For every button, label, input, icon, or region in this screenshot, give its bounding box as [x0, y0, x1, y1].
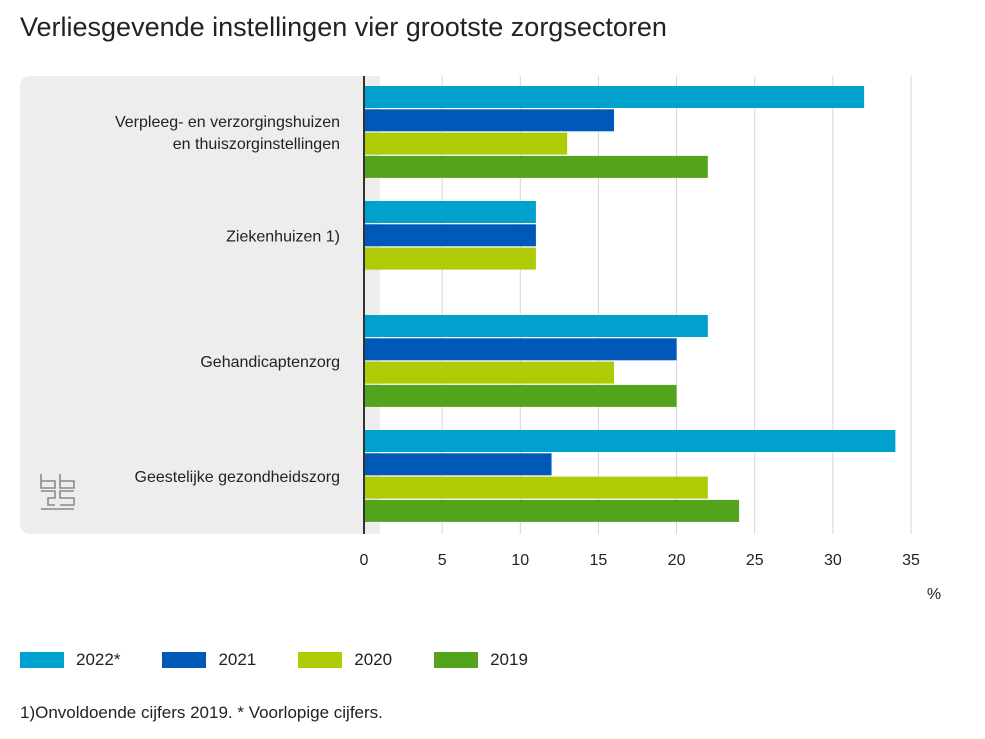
bar — [364, 315, 708, 337]
x-tick-label: 15 — [590, 552, 608, 569]
category-label-line: Verpleeg- en verzorgingshuizen — [115, 114, 340, 131]
gridlines — [441, 76, 912, 534]
x-tick-label: 0 — [360, 552, 369, 569]
bar — [364, 86, 865, 108]
bar — [364, 453, 552, 476]
bar — [364, 155, 708, 178]
category-panel-edge — [364, 76, 380, 534]
x-tick-label: 25 — [746, 552, 764, 569]
x-tick-label: 30 — [824, 552, 842, 569]
category-label: Gehandicaptenzorg — [200, 354, 340, 371]
x-tick-label: 10 — [511, 552, 529, 569]
legend-label: 2022* — [76, 650, 121, 669]
x-tick-label: 35 — [902, 552, 920, 569]
footnote: 1)Onvoldoende cijfers 2019. * Voorlopige… — [20, 703, 383, 722]
category-label-line: Geestelijke gezondheidszorg — [135, 469, 340, 486]
legend-swatch — [162, 652, 207, 668]
bar — [364, 499, 740, 522]
bar — [364, 384, 677, 407]
category-label: Ziekenhuizen 1) — [226, 228, 340, 245]
x-tick-label: 20 — [668, 552, 686, 569]
bar — [364, 201, 536, 223]
legend-swatch — [20, 652, 64, 668]
legend-label: 2021 — [218, 650, 257, 669]
legend-item: 2021 — [162, 650, 256, 670]
category-labels: Verpleeg- en verzorgingshuizen en thuiszo… — [115, 114, 340, 486]
legend-swatch — [434, 652, 479, 668]
category-panel — [20, 76, 380, 534]
chart-title: Verliesgevende instellingen vier grootst… — [20, 12, 667, 42]
bar — [364, 132, 568, 155]
category-label: Geestelijke gezondheidszorg — [135, 469, 340, 486]
bar — [364, 361, 615, 384]
category-label-line: Ziekenhuizen 1) — [226, 228, 340, 245]
legend-swatch — [298, 652, 343, 668]
bar — [364, 224, 536, 247]
legend-item: 2020 — [298, 650, 392, 670]
x-axis-unit-label: % — [927, 586, 941, 603]
legend-label: 2019 — [490, 650, 528, 669]
bar — [364, 247, 536, 270]
x-tick-label: 5 — [438, 552, 447, 569]
legend: 2022* 2021 2020 2019 — [20, 650, 570, 670]
bar-chart: Verpleeg- en verzorgingshuizen en thuiszo… — [20, 76, 941, 603]
legend-label: 2020 — [354, 650, 393, 669]
cbs-logo-icon — [40, 474, 75, 510]
category-label: Verpleeg- en verzorgingshuizen en thuiszo… — [115, 114, 340, 153]
bars — [364, 86, 896, 522]
category-label-line: en thuiszorginstellingen — [173, 136, 340, 153]
legend-item: 2022* — [20, 650, 120, 670]
tick-labels: 0 5 10 15 20 25 30 35 — [360, 552, 920, 569]
legend-item: 2019 — [434, 650, 528, 670]
bar — [364, 109, 615, 132]
bar — [364, 476, 708, 499]
bar — [364, 338, 677, 361]
bar — [364, 430, 896, 452]
category-label-line: Gehandicaptenzorg — [200, 354, 340, 371]
